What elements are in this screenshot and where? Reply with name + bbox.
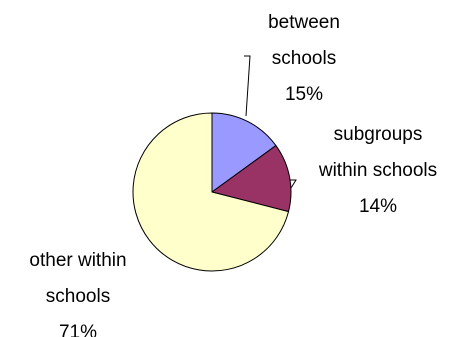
slice-name-label: schools bbox=[272, 48, 336, 69]
slice-percent-label: 15% bbox=[285, 84, 323, 105]
slice-name-label: between bbox=[268, 12, 340, 33]
slice-name-label: other within bbox=[29, 250, 126, 271]
slice-percent-label: 71% bbox=[59, 322, 97, 337]
slice-name-label: within schools bbox=[318, 160, 437, 181]
slice-name-label: schools bbox=[46, 286, 110, 307]
pie-slice-1 bbox=[211, 112, 277, 193]
leader-line-1 bbox=[244, 55, 251, 117]
slice-label-1: between schools 15% bbox=[268, 12, 340, 105]
pie-slices bbox=[132, 112, 292, 272]
slice-label-3: other within schools 71% bbox=[29, 250, 126, 337]
slice-percent-label: 14% bbox=[359, 196, 397, 217]
slice-name-label: subgroups bbox=[334, 124, 423, 145]
pie-slice-2 bbox=[210, 144, 292, 213]
leader-line-2 bbox=[290, 179, 297, 189]
slice-labels: between schools 15% subgroups within schools… bbox=[29, 12, 437, 337]
slice-label-2: subgroups within schools 14% bbox=[318, 124, 437, 217]
pie-slice-3 bbox=[132, 112, 290, 272]
leader-lines bbox=[244, 55, 297, 189]
